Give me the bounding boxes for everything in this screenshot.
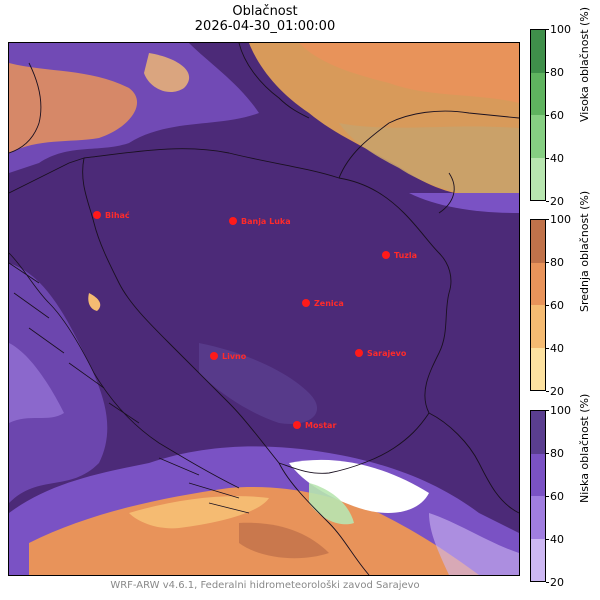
colorbar-segment (531, 262, 545, 305)
colorbar-tick-label: 100 (550, 23, 571, 36)
footer-credit: WRF-ARW v4.6.1, Federalni hidrometeorolo… (110, 580, 420, 591)
colorbar-tick-mark (546, 219, 549, 220)
colorbar-segment (531, 157, 545, 200)
map-datetime: 2026-04-30_01:00:00 (194, 19, 336, 34)
colorbar-label: Niska oblačnost (%) (578, 393, 591, 503)
colorbar-segment (531, 220, 545, 263)
city-marker (355, 349, 363, 357)
colorbar-tick-label: 40 (550, 342, 564, 355)
city-label: Livno (222, 352, 247, 361)
city-marker (229, 217, 237, 225)
colorbar-tick-mark (546, 158, 549, 159)
city-label: Banja Luka (241, 217, 291, 226)
colorbar-tick-label: 80 (550, 447, 564, 460)
colorbar-tick-mark (546, 582, 549, 583)
colorbar-segment (531, 115, 545, 158)
colorbar-tick-mark (546, 305, 549, 306)
colorbar-tick-label: 20 (550, 576, 564, 589)
colorbar-segment (531, 538, 545, 581)
colorbar-tick-label: 20 (550, 385, 564, 398)
colorbar (530, 29, 546, 201)
colorbar-segment (531, 30, 545, 73)
city-marker (382, 251, 390, 259)
colorbar-segment (531, 411, 545, 454)
city-label: Sarajevo (367, 349, 407, 358)
city-marker (293, 421, 301, 429)
city-marker (93, 211, 101, 219)
colorbar-tick-label: 40 (550, 152, 564, 165)
cloud-cover-map: Bihać Banja Luka Tuzla Zenica Livno Sarajevo M… (8, 42, 520, 576)
city-label: Tuzla (394, 251, 417, 260)
colorbar-tick-label: 20 (550, 195, 564, 208)
colorbar-segment (531, 305, 545, 348)
colorbar-tick-mark (546, 115, 549, 116)
colorbar-tick-mark (546, 410, 549, 411)
colorbar-tick-mark (546, 453, 549, 454)
city-marker (210, 352, 218, 360)
city-marker (302, 299, 310, 307)
colorbar-tick-mark (546, 72, 549, 73)
colorbar-label: Srednja oblačnost (%) (578, 190, 591, 312)
colorbar (530, 410, 546, 582)
map-title: Oblačnost (232, 4, 298, 19)
colorbar-label: Visoka oblačnost (%) (578, 6, 591, 122)
colorbar-tick-label: 60 (550, 490, 564, 503)
colorbar-tick-mark (546, 539, 549, 540)
colorbar-tick-mark (546, 348, 549, 349)
colorbar-tick-mark (546, 496, 549, 497)
colorbar-tick-label: 60 (550, 109, 564, 122)
city-label: Bihać (105, 210, 130, 220)
colorbar-tick-mark (546, 391, 549, 392)
colorbar-segment (531, 347, 545, 390)
colorbar-tick-label: 80 (550, 66, 564, 79)
colorbar-tick-label: 100 (550, 213, 571, 226)
city-label: Zenica (314, 299, 344, 308)
city-label: Mostar (305, 421, 336, 430)
colorbar-tick-label: 60 (550, 299, 564, 312)
colorbar-tick-label: 80 (550, 256, 564, 269)
colorbar-tick-mark (546, 201, 549, 202)
colorbar-tick-mark (546, 262, 549, 263)
city-markers: Bihać Banja Luka Tuzla Zenica Livno Sarajevo M… (93, 210, 417, 430)
colorbar-tick-mark (546, 29, 549, 30)
colorbar-tick-label: 40 (550, 533, 564, 546)
colorbar-segment (531, 453, 545, 496)
colorbar-segment (531, 496, 545, 539)
colorbar (530, 219, 546, 391)
colorbar-tick-label: 100 (550, 404, 571, 417)
colorbar-segment (531, 72, 545, 115)
